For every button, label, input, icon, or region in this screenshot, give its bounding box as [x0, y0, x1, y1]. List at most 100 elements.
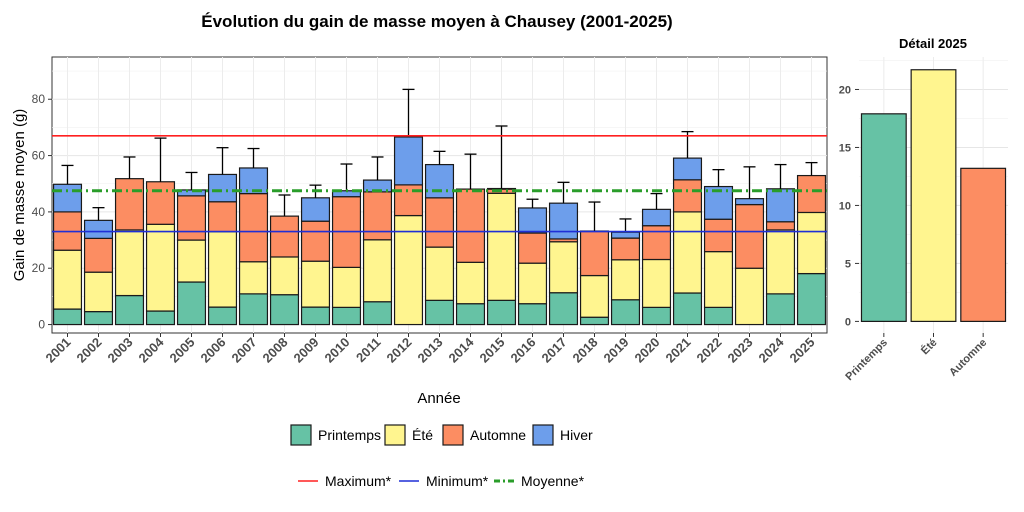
- bar-2015-été: [486, 192, 517, 301]
- bar-2019-hiver: [610, 231, 641, 239]
- main-y-tick-label: 60: [32, 149, 46, 163]
- error-bar-2006: [216, 147, 229, 175]
- bar-2006-été: [207, 231, 238, 308]
- bar-2005-printemps: [176, 281, 207, 326]
- legend-label: Printemps: [318, 427, 381, 443]
- legend-item-hiver: Hiver: [532, 424, 593, 446]
- main-x-tick-label: 2016: [508, 335, 539, 366]
- main-x-tick-label: 2007: [229, 335, 260, 366]
- bar-2008-été: [269, 256, 300, 296]
- bar-2007-printemps: [238, 293, 269, 326]
- main-y-tick-label: 20: [32, 261, 46, 275]
- bar-2004-été: [145, 223, 176, 312]
- bar-2025-printemps: [796, 272, 827, 326]
- main-y-tick-label: 80: [32, 92, 46, 106]
- main-y-tick-labels: 0 20 40 60 80: [32, 92, 52, 332]
- main-y-axis-label: Gain de masse moyen (g): [11, 109, 28, 282]
- bar-2020-été: [641, 258, 672, 308]
- main-x-tick-label: 2005: [167, 335, 198, 366]
- bar-2008-automne: [269, 215, 300, 258]
- bar-2021-printemps: [672, 292, 703, 326]
- error-bar-2001: [61, 164, 74, 185]
- error-bar-2018: [588, 201, 601, 232]
- bar-2012-hiver: [393, 136, 424, 186]
- bar-2003-été: [114, 229, 145, 297]
- detail-x-tick-label: Automne: [947, 337, 989, 379]
- main-x-tick-label: 2018: [570, 335, 601, 366]
- bar-2025-été: [796, 211, 827, 275]
- main-x-tick-label: 2008: [260, 335, 291, 366]
- main-x-tick-labels: 2001 2002 2003 2004 2005 2006 2007 2008 2009 2010…: [43, 333, 818, 366]
- main-x-tick-label: 2001: [43, 335, 74, 366]
- main-x-tick-label: 2012: [384, 335, 415, 366]
- main-bars: [52, 136, 827, 326]
- error-bar-2002: [92, 207, 105, 221]
- bar-2002-automne: [83, 237, 114, 273]
- main-x-tick-label: 2022: [694, 335, 725, 366]
- main-x-tick-label: 2003: [105, 335, 136, 366]
- bar-2001-hiver: [52, 183, 83, 213]
- detail-y-tick-label: 10: [839, 200, 851, 212]
- bar-2007-automne: [238, 192, 269, 263]
- bar-2017-printemps: [548, 292, 579, 326]
- legend-swatch-été: [384, 424, 406, 446]
- bar-2009-printemps: [300, 306, 331, 326]
- bar-2001-printemps: [52, 308, 83, 326]
- bar-2011-automne: [362, 191, 393, 241]
- bar-2015-printemps: [486, 299, 517, 326]
- bar-2021-été: [672, 211, 703, 294]
- main-x-axis-label: Année: [417, 390, 460, 407]
- main-x-tick-label: 2014: [446, 334, 478, 366]
- main-error-bars: [61, 88, 818, 233]
- main-x-tick-label: 2009: [291, 335, 322, 366]
- error-bar-2016: [526, 198, 539, 208]
- series-legend: Printemps Été Automne Hiver: [290, 424, 593, 446]
- bar-2014-été: [455, 261, 486, 305]
- bar-2022-automne: [703, 218, 734, 253]
- bar-2021-automne: [672, 179, 703, 213]
- bar-2003-automne: [114, 178, 145, 231]
- legend-swatch-automne: [442, 424, 464, 446]
- bar-2003-printemps: [114, 294, 145, 326]
- bar-2009-automne: [300, 220, 331, 262]
- detail-bar-automne: [960, 167, 1007, 323]
- legend-item-moyenne: Moyenne*: [494, 473, 585, 489]
- error-bar-2004: [154, 137, 167, 182]
- bar-2014-automne: [455, 188, 486, 263]
- legend-item-printemps: Printemps: [290, 424, 381, 446]
- bar-2023-automne: [734, 203, 765, 269]
- main-y-tick-label: 0: [38, 318, 45, 332]
- reference-lines: [52, 135, 827, 233]
- bar-2023-été: [734, 267, 765, 326]
- error-bar-2017: [557, 181, 570, 204]
- bar-2001-été: [52, 249, 83, 310]
- bar-2019-printemps: [610, 299, 641, 326]
- main-x-tick-label: 2021: [663, 335, 694, 366]
- detail-chart-title: Détail 2025: [899, 36, 967, 51]
- bar-2006-printemps: [207, 306, 238, 326]
- bar-2016-hiver: [517, 207, 548, 234]
- error-bar-2022: [712, 169, 725, 187]
- error-bar-2013: [433, 150, 446, 165]
- legend-label: Hiver: [560, 427, 593, 443]
- bar-2016-printemps: [517, 303, 548, 326]
- error-bar-2019: [619, 218, 632, 233]
- detail-bars: [860, 69, 1007, 323]
- bar-2020-automne: [641, 225, 672, 261]
- detail-y-tick-label: 5: [845, 258, 851, 270]
- bar-2008-printemps: [269, 294, 300, 326]
- detail-x-tick-label: Printemps: [843, 337, 890, 384]
- bar-2011-printemps: [362, 301, 393, 326]
- bar-2007-été: [238, 261, 269, 295]
- bar-2004-printemps: [145, 310, 176, 326]
- bar-2004-automne: [145, 181, 176, 225]
- detail-y-tick-label: 15: [839, 142, 851, 154]
- bar-2005-automne: [176, 195, 207, 241]
- error-bar-2005: [185, 171, 198, 190]
- legend-item-automne: Automne: [442, 424, 526, 446]
- bar-2013-automne: [424, 197, 455, 248]
- bar-2010-printemps: [331, 306, 362, 326]
- bar-2002-printemps: [83, 310, 114, 326]
- main-x-tick-label: 2010: [322, 335, 353, 366]
